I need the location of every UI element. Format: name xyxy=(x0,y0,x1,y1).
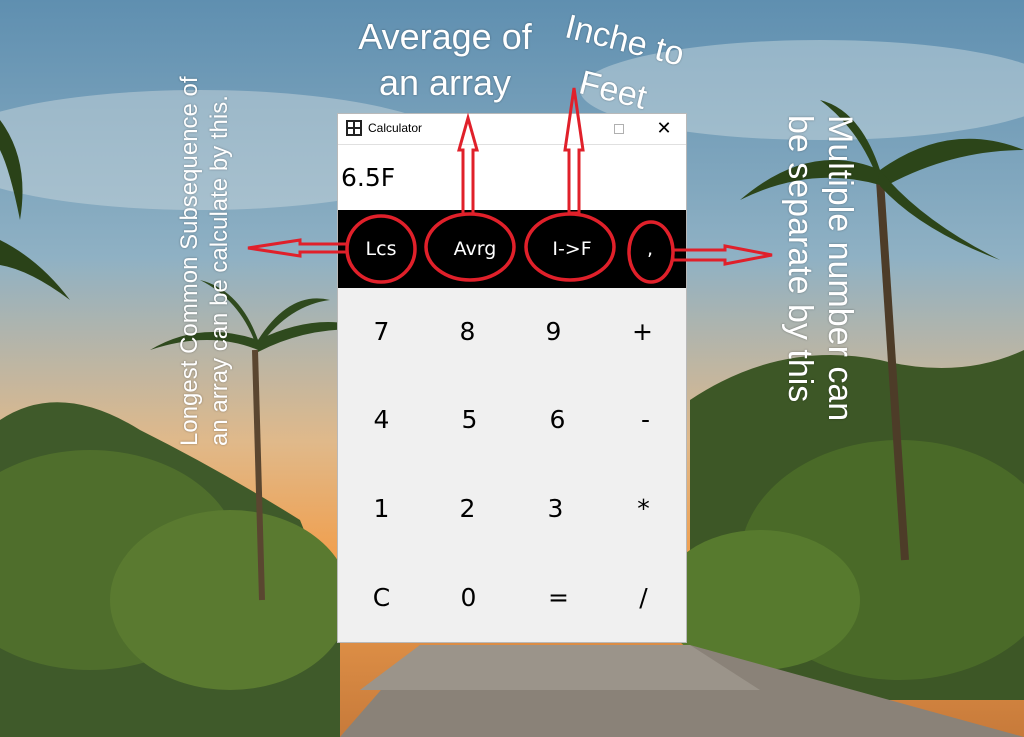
close-icon: ✕ xyxy=(656,118,672,138)
key-4[interactable]: 4 xyxy=(373,405,390,434)
lcs-annotation: Longest Common Subsequence of an array c… xyxy=(175,76,235,446)
calculator-window: Calculator ✕ 6.5F Lcs Avrg I->F , 7 8 9 … xyxy=(337,113,687,643)
display-value: 6.5F xyxy=(341,163,396,192)
key-multiply[interactable]: * xyxy=(637,494,650,523)
window-title: Calculator xyxy=(368,121,423,135)
calculator-app-icon xyxy=(346,120,362,136)
key-0[interactable]: 0 xyxy=(460,583,477,612)
separator-annotation: Multiple number can be separate by this xyxy=(780,115,860,421)
key-divide[interactable]: / xyxy=(639,583,648,612)
key-5[interactable]: 5 xyxy=(461,405,478,434)
lcs-button[interactable]: Lcs xyxy=(365,238,397,260)
keypad: 7 8 9 + 4 5 6 - 1 2 3 * C 0 = / xyxy=(338,288,686,642)
average-annotation: Average of an array xyxy=(350,14,540,106)
key-6[interactable]: 6 xyxy=(549,405,566,434)
lcs-annotation-line1: Longest Common Subsequence of xyxy=(176,76,203,446)
separator-annotation-line1: Multiple number can xyxy=(821,115,859,422)
inch-to-feet-button[interactable]: I->F xyxy=(552,238,592,260)
key-3[interactable]: 3 xyxy=(547,494,564,523)
key-8[interactable]: 8 xyxy=(459,317,476,346)
key-7[interactable]: 7 xyxy=(373,317,390,346)
maximize-button[interactable] xyxy=(599,114,639,144)
maximize-icon xyxy=(614,124,624,134)
separator-button[interactable]: , xyxy=(646,238,654,260)
key-equals[interactable]: = xyxy=(548,583,569,612)
key-clear[interactable]: C xyxy=(372,583,391,612)
function-button-bar: Lcs Avrg I->F , xyxy=(338,210,686,288)
key-2[interactable]: 2 xyxy=(459,494,476,523)
average-button[interactable]: Avrg xyxy=(453,238,497,260)
lcs-annotation-line2: an array can be calculate by this. xyxy=(206,95,233,446)
separator-annotation-line2: be separate by this xyxy=(781,115,819,403)
key-plus[interactable]: + xyxy=(632,317,653,346)
close-button[interactable]: ✕ xyxy=(642,114,686,144)
result-display: 6.5F xyxy=(338,144,686,211)
key-1[interactable]: 1 xyxy=(373,494,390,523)
title-bar[interactable]: Calculator ✕ xyxy=(338,114,686,144)
average-annotation-line2: an array xyxy=(378,62,512,103)
key-minus[interactable]: - xyxy=(640,405,651,434)
average-annotation-line1: Average of xyxy=(358,16,532,57)
key-9[interactable]: 9 xyxy=(545,317,562,346)
